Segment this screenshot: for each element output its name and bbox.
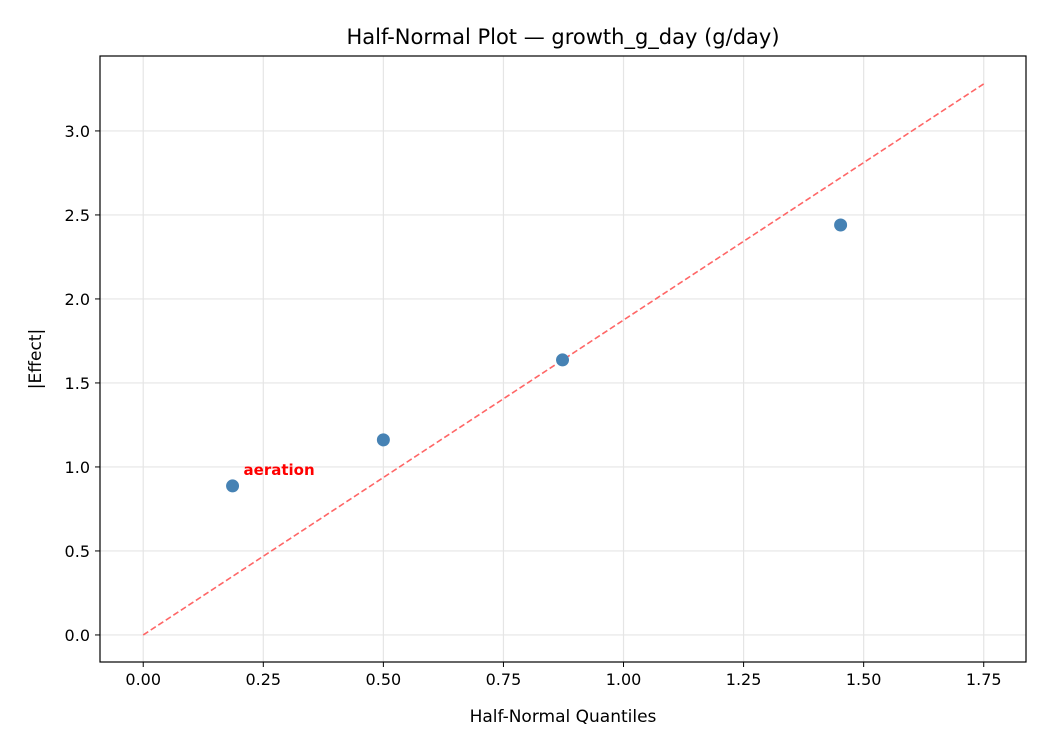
data-point bbox=[556, 353, 570, 367]
x-axis-label: Half-Normal Quantiles bbox=[470, 707, 657, 727]
y-axis: 0.0 0.5 1.0 1.5 2.0 2.5 3.0 bbox=[65, 122, 100, 645]
y-tick-label: 1.5 bbox=[65, 374, 90, 393]
plot-marks: aeration bbox=[142, 83, 985, 636]
x-tick-label: 0.50 bbox=[366, 670, 402, 689]
y-tick-label: 3.0 bbox=[65, 122, 90, 141]
x-tick-label: 1.00 bbox=[606, 670, 642, 689]
y-tick-label: 1.0 bbox=[65, 458, 90, 477]
x-tick-label: 1.50 bbox=[846, 670, 882, 689]
plot-frame bbox=[99, 55, 1027, 663]
x-tick-label: 0.75 bbox=[486, 670, 522, 689]
x-tick-label: 0.00 bbox=[125, 670, 161, 689]
x-tick-label: 1.25 bbox=[726, 670, 762, 689]
point-annotation: aeration bbox=[244, 461, 315, 479]
chart-title: Half-Normal Plot — growth_g_day (g/day) bbox=[346, 25, 779, 50]
grid bbox=[100, 56, 1026, 662]
y-tick-label: 2.5 bbox=[65, 206, 90, 225]
x-tick-label: 1.75 bbox=[966, 670, 1002, 689]
y-axis-label: |Effect| bbox=[26, 329, 46, 389]
data-point bbox=[226, 479, 240, 493]
reference-line bbox=[142, 83, 985, 636]
x-tick-label: 0.25 bbox=[245, 670, 281, 689]
y-tick-label: 0.5 bbox=[65, 542, 90, 561]
y-tick-label: 0.0 bbox=[65, 626, 90, 645]
y-tick-label: 2.0 bbox=[65, 290, 90, 309]
data-point bbox=[834, 218, 848, 232]
x-axis: 0.00 0.25 0.50 0.75 1.00 1.25 1.50 1.75 bbox=[125, 662, 1002, 689]
data-point bbox=[376, 433, 390, 447]
